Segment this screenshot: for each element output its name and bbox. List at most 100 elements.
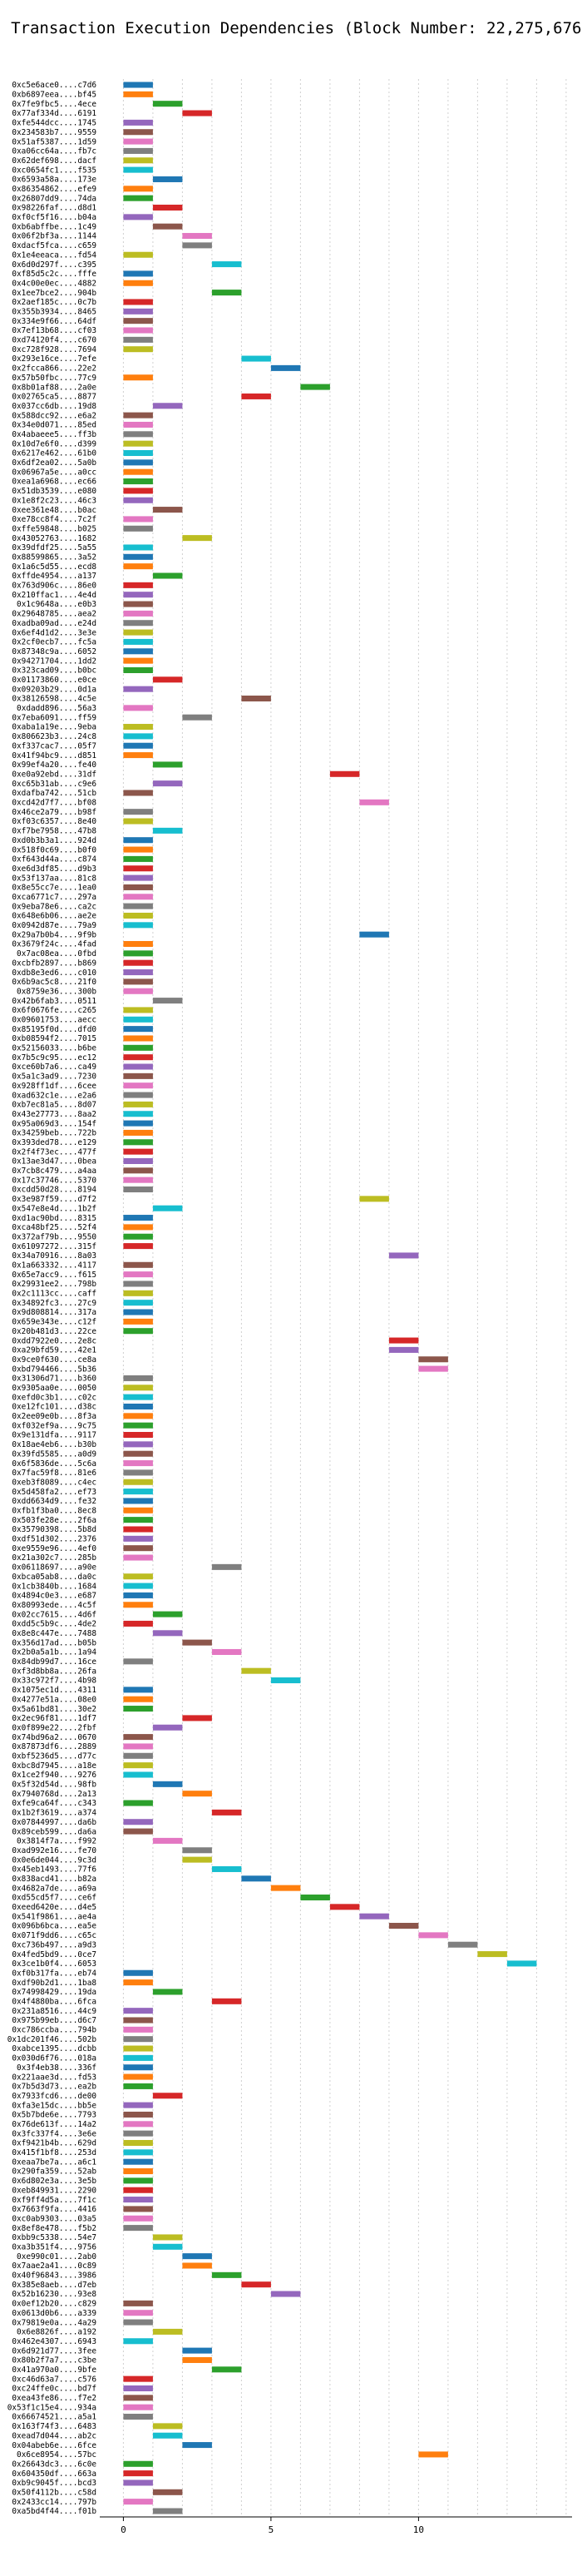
- transaction-bar: [123, 940, 153, 948]
- transaction-label: 0x1e4eeaca....fd54: [12, 250, 96, 260]
- transaction-label: 0xc728f928....7694: [12, 345, 96, 354]
- transaction-bar: [123, 2045, 153, 2052]
- transaction-bar: [123, 1092, 153, 1098]
- transaction-bar: [123, 1413, 153, 1419]
- transaction-bar: [123, 582, 153, 588]
- transaction-bar: [123, 1063, 153, 1070]
- transaction-bar: [123, 214, 153, 220]
- transaction-bar: [123, 449, 153, 457]
- transaction-label: 0x071f9dd6....c65c: [12, 1931, 96, 1940]
- transaction-label: 0xa06cc64a....fb7c: [12, 147, 96, 156]
- transaction-bar: [123, 1687, 153, 1693]
- transaction-label: 0x34a70916....8a03: [12, 1251, 96, 1261]
- transaction-label: 0x9e131dfa....9117: [12, 1431, 96, 1440]
- transaction-bar: [241, 2281, 271, 2288]
- transaction-bar: [123, 969, 153, 976]
- transaction-label: 0x65e7acc9....f615: [12, 1271, 96, 1280]
- transaction-bar: [418, 1356, 448, 1363]
- transaction-bar: [152, 204, 183, 211]
- transaction-label: 0xf643d44a....c874: [12, 855, 96, 864]
- transaction-label: 0x1ce2f940....9276: [12, 1771, 96, 1780]
- transaction-label: 0xf337cac7....05f7: [12, 741, 96, 751]
- transaction-bar: [182, 1856, 212, 1863]
- transaction-bar: [123, 1290, 153, 1296]
- transaction-bar: [123, 1526, 153, 1533]
- transaction-bar: [388, 1252, 419, 1259]
- transaction-label: 0x231a8516....44c9: [12, 2007, 96, 2016]
- transaction-bar: [123, 525, 153, 532]
- transaction-label: 0xdd6634d9....fe32: [12, 1497, 96, 1506]
- transaction-label: 0x45eb1493....77f6: [12, 1865, 96, 1875]
- transaction-bar: [152, 1611, 183, 1617]
- transaction-bar: [123, 2197, 153, 2203]
- transaction-label: 0xbc8d7945....a18e: [12, 1761, 96, 1771]
- transaction-bar: [123, 1535, 153, 1542]
- transaction-bar: [123, 478, 153, 485]
- transaction-label: 0xf03c6357....8e40: [12, 817, 96, 826]
- transaction-bar: [123, 2395, 153, 2401]
- transaction-bar: [123, 2187, 153, 2193]
- transaction-bar: [211, 290, 242, 296]
- transaction-bar: [418, 2451, 448, 2458]
- transaction-label: 0x1a6c5d55....ecd8: [12, 562, 96, 572]
- transaction-bar: [152, 676, 183, 683]
- transaction-label: 0x0ef12b20....c829: [12, 2300, 96, 2309]
- transaction-label: 0xabce1395....dcbb: [12, 2044, 96, 2053]
- transaction-label: 0x293e16ce....7efe: [12, 354, 96, 364]
- transaction-bar: [123, 2026, 153, 2033]
- transaction-label: 0x6217e462....61b0: [12, 449, 96, 458]
- transaction-bar: [123, 2206, 153, 2212]
- transaction-bar: [123, 1498, 153, 1504]
- transaction-bar: [123, 1403, 153, 1409]
- transaction-bar: [182, 535, 212, 542]
- transaction-bar: [152, 2423, 183, 2430]
- transaction-label: 0x34e0d071....85ed: [12, 421, 96, 430]
- transaction-bar: [123, 922, 153, 929]
- transaction-label: 0x53f137aa....81c8: [12, 874, 96, 883]
- transaction-bar: [123, 421, 153, 428]
- transaction-bar: [123, 1507, 153, 1513]
- transaction-label: 0x09203b29....0d1a: [12, 685, 96, 694]
- transaction-label: 0x096b6bca....ea5e: [12, 1922, 96, 1931]
- transaction-bar: [123, 2319, 153, 2326]
- transaction-label: 0x6e8826f....a192: [17, 2328, 96, 2337]
- transaction-label: 0x39dfdf25....5a55: [12, 543, 96, 552]
- transaction-label: 0xdb8e3ed6....c010: [12, 968, 96, 978]
- transaction-label: 0x1c9648a....e0b3: [17, 600, 96, 609]
- transaction-label: 0x2ee09e0b....8f3a: [12, 1412, 96, 1421]
- transaction-bar: [123, 601, 153, 607]
- transaction-bar: [123, 1460, 153, 1467]
- transaction-label: 0x3ce1b0f4....6053: [12, 1959, 96, 1969]
- transaction-label: 0xc46d63a7....c576: [12, 2375, 96, 2384]
- transaction-label: 0x7eba6091....ff59: [12, 713, 96, 722]
- transaction-bar: [123, 1394, 153, 1400]
- transaction-bar: [123, 308, 153, 315]
- transaction-bar: [123, 1044, 153, 1051]
- transaction-bar: [241, 1875, 271, 1882]
- transaction-label: 0xc65b31ab....c9e6: [12, 780, 96, 789]
- transaction-bar: [123, 2149, 153, 2156]
- transaction-bar: [123, 1309, 153, 1315]
- transaction-bar: [123, 1554, 153, 1561]
- transaction-bar: [123, 2139, 153, 2147]
- transaction-bar: [123, 1489, 153, 1495]
- transaction-label: 0xeaa7be7a....a6c1: [12, 2157, 96, 2167]
- x-axis: 0 5 10: [100, 2516, 572, 2535]
- transaction-label: 0x1075ec1d....4311: [12, 1686, 96, 1695]
- x-tick-label: 5: [269, 2524, 274, 2535]
- transaction-bar: [123, 2111, 153, 2118]
- transaction-bar: [152, 2234, 183, 2241]
- transaction-bar: [123, 752, 153, 759]
- transaction-bar: [270, 364, 301, 371]
- transaction-label: 0xbd794466....5b36: [12, 1365, 96, 1374]
- transaction-bar: [123, 1479, 153, 1485]
- transaction-label: 0x18ae4eb6....b30b: [12, 1440, 96, 1449]
- transaction-label: 0xea1a6968....ec66: [12, 478, 96, 487]
- transaction-label: 0x43e27773....8aa2: [12, 1110, 96, 1119]
- transaction-bar: [182, 2356, 212, 2363]
- transaction-bar: [447, 1941, 478, 1948]
- transaction-label: 0xf9421b4b....629d: [12, 2139, 96, 2148]
- transaction-label: 0x2b0a5a1b....1a94: [12, 1648, 96, 1657]
- transaction-label: 0x35790398....5b8d: [12, 1525, 96, 1534]
- transaction-label: 0x2aef185c....0c7b: [12, 298, 96, 307]
